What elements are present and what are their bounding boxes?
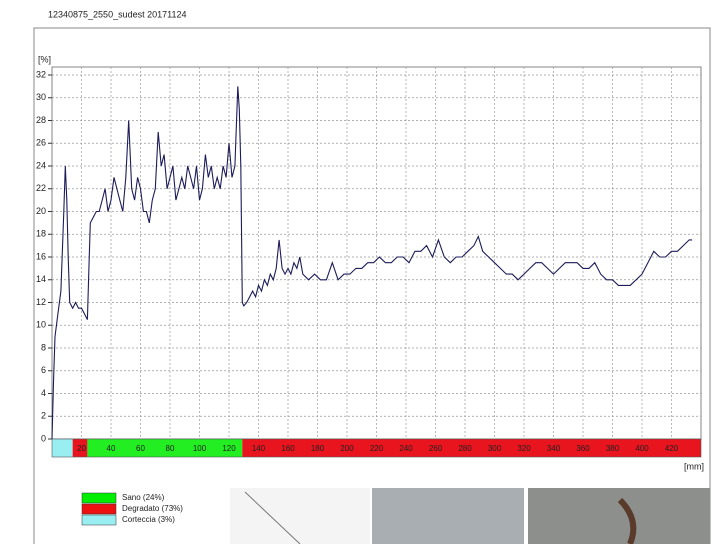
x-tick-label: 400: [635, 444, 649, 453]
x-tick-label: 320: [517, 444, 531, 453]
legend-swatch: [82, 504, 116, 514]
x-tick-label: 20: [77, 444, 86, 453]
x-tick-label: 220: [370, 444, 384, 453]
chart-title: 12340875_2550_sudest 20171124: [48, 9, 186, 19]
x-tick-label: 80: [166, 444, 175, 453]
x-tick-label: 260: [429, 444, 443, 453]
frame: [34, 28, 710, 544]
y-tick-label: 32: [36, 69, 46, 79]
data-line: [52, 86, 692, 439]
y-tick-label: 18: [36, 229, 46, 239]
legend-label: Degradato (73%): [122, 504, 183, 513]
y-tick-label: 14: [36, 274, 46, 284]
x-axis-label: [mm]: [684, 461, 704, 471]
x-tick-label: 280: [458, 444, 472, 453]
y-tick-label: 26: [36, 138, 46, 148]
legend-label: Sano (24%): [122, 493, 165, 502]
y-tick-label: 30: [36, 92, 46, 102]
y-axis-label: [%]: [38, 54, 51, 64]
x-tick-label: 340: [547, 444, 561, 453]
y-tick-label: 8: [41, 342, 46, 352]
y-tick-label: 4: [41, 388, 46, 398]
x-tick-label: 240: [399, 444, 413, 453]
photos: [230, 488, 710, 544]
x-tick-label: 160: [281, 444, 295, 453]
y-tick-label: 12: [36, 297, 46, 307]
y-tick-label: 28: [36, 115, 46, 125]
y-tick-label: 2: [41, 411, 46, 421]
x-tick-label: 360: [576, 444, 590, 453]
x-tick-label: 420: [665, 444, 679, 453]
x-tick-label: 200: [340, 444, 354, 453]
x-tick-label: 180: [311, 444, 325, 453]
x-tick-label: 380: [606, 444, 620, 453]
x-tick-label: 300: [488, 444, 502, 453]
legend-label: Corteccia (3%): [122, 515, 175, 524]
y-tick-label: 24: [36, 160, 46, 170]
x-tick-label: 60: [136, 444, 145, 453]
y-tick-label: 16: [36, 251, 46, 261]
y-tick-label: 0: [41, 433, 46, 443]
y-tick-label: 22: [36, 183, 46, 193]
photo: [372, 488, 524, 544]
y-tick-label: 6: [41, 365, 46, 375]
x-tick-label: 120: [222, 444, 236, 453]
zone: [52, 439, 73, 457]
photo: [528, 488, 710, 544]
legend-swatch: [82, 493, 116, 503]
legend-swatch: [82, 515, 116, 525]
x-tick-label: 140: [252, 444, 266, 453]
photo: [230, 488, 370, 544]
y-tick-label: 10: [36, 320, 46, 330]
x-tick-label: 40: [107, 444, 116, 453]
x-tick-label: 100: [193, 444, 207, 453]
y-tick-label: 20: [36, 206, 46, 216]
screen: 12340875_2550_sudest 20171124 [%] [mm] 0…: [0, 0, 718, 544]
